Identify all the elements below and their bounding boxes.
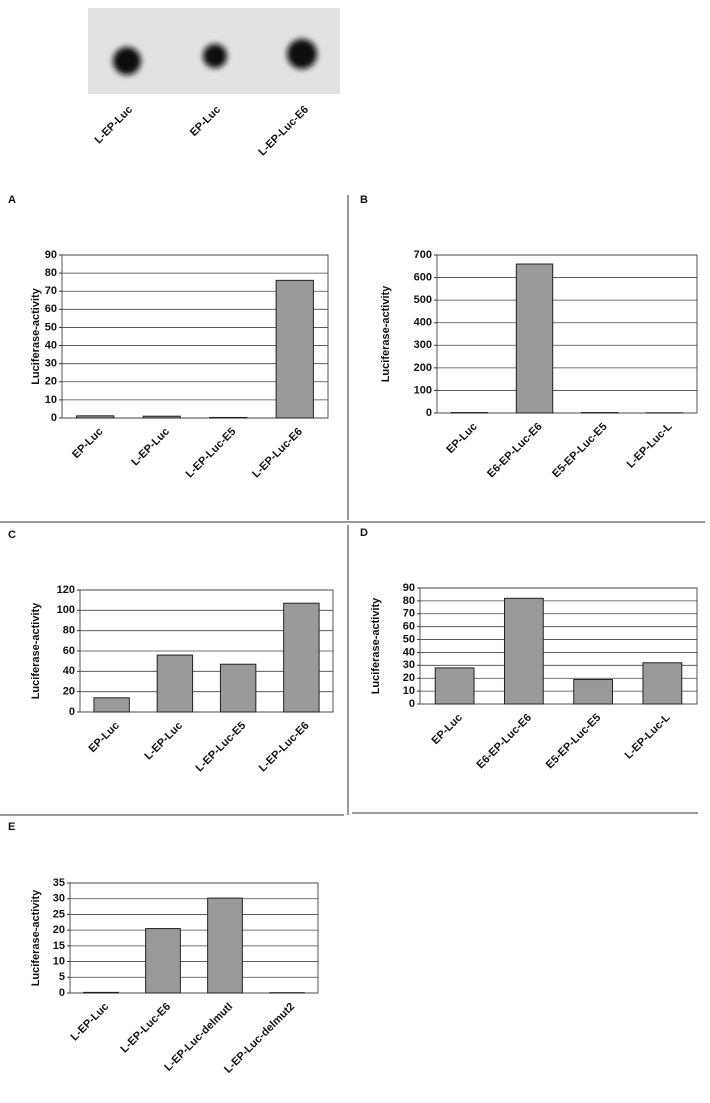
- y-tick-label: 20: [45, 376, 57, 388]
- blot-spot: [113, 47, 141, 75]
- x-tick-label: L-EP-Luc: [142, 720, 185, 763]
- panel-label: C: [8, 529, 16, 541]
- panel-label: E: [8, 821, 15, 833]
- y-tick-label: 400: [414, 317, 432, 329]
- x-tick-label: EP-Luc: [444, 421, 479, 456]
- y-tick-label: 30: [403, 659, 415, 671]
- y-tick-label: 0: [426, 407, 432, 419]
- blot-spot: [203, 44, 227, 68]
- bar: [83, 991, 119, 994]
- bar: [219, 663, 257, 713]
- x-tick-label: L-EP-Luc-E6: [257, 720, 312, 775]
- x-tick-label: L-EP-Luc: [69, 1001, 112, 1044]
- bar: [573, 679, 614, 705]
- y-tick-label: 50: [45, 321, 57, 333]
- y-tick-label: 60: [45, 303, 57, 315]
- y-tick-label: 0: [69, 706, 75, 718]
- x-tick-label: E5-EP-Luc-E5: [544, 712, 603, 771]
- y-tick-label: 80: [63, 625, 75, 637]
- y-tick-label: 100: [414, 384, 432, 396]
- bar: [145, 928, 181, 994]
- y-tick-label: 200: [414, 362, 432, 374]
- bar: [275, 279, 314, 419]
- y-tick-label: 70: [45, 285, 57, 297]
- bar: [503, 597, 544, 705]
- x-tick-label: E6-EP-Luc-E6: [475, 712, 534, 771]
- x-tick-label: L-EP-Luc-E6: [118, 1001, 173, 1056]
- blot-lane-label: L-EP-Luc-E6: [256, 104, 311, 159]
- bar: [207, 897, 243, 994]
- bar: [209, 416, 248, 419]
- y-tick-label: 20: [403, 672, 415, 684]
- y-tick-label: 700: [414, 249, 432, 261]
- bar: [93, 697, 130, 713]
- y-tick-label: 40: [63, 665, 75, 677]
- y-tick-label: 70: [403, 608, 415, 620]
- y-tick-label: 15: [53, 940, 65, 952]
- x-tick-label: L-EP-Luc-L: [625, 421, 675, 471]
- y-tick-label: 80: [45, 267, 57, 279]
- y-tick-label: 0: [59, 987, 65, 999]
- bar: [156, 654, 194, 713]
- x-tick-label: L-EP-Luc: [129, 426, 172, 469]
- y-tick-label: 5: [59, 971, 65, 983]
- y-tick-label: 500: [414, 294, 432, 306]
- y-tick-label: 35: [53, 877, 65, 889]
- y-axis-label: Luciferase-activity: [370, 597, 382, 694]
- bar: [283, 602, 320, 713]
- y-tick-label: 80: [403, 595, 415, 607]
- x-tick-label: L-EP-Luc-delmut2: [222, 1001, 297, 1076]
- bar: [434, 667, 475, 705]
- bar: [142, 415, 181, 419]
- x-tick-label: E6-EP-Luc-E6: [485, 421, 544, 480]
- y-tick-label: 120: [57, 584, 75, 596]
- y-axis-label: Luciferase-activity: [30, 602, 42, 699]
- bar: [76, 415, 115, 419]
- x-tick-label: L-EP-Luc-delmutI: [162, 1001, 235, 1074]
- panel-label: B: [360, 194, 368, 206]
- x-tick-label: EP-Luc: [430, 712, 465, 747]
- y-tick-label: 100: [57, 604, 75, 616]
- y-axis-label: Luciferase-activity: [30, 889, 42, 986]
- x-tick-label: EP-Luc: [70, 426, 105, 461]
- y-tick-label: 25: [53, 908, 65, 920]
- y-tick-label: 40: [403, 646, 415, 658]
- y-tick-label: 30: [53, 893, 65, 905]
- blot-lane-label: EP-Luc: [188, 104, 223, 139]
- x-tick-label: L-EP-Luc-E5: [194, 720, 249, 775]
- y-tick-label: 300: [414, 339, 432, 351]
- y-tick-label: 10: [403, 685, 415, 697]
- panel-label: D: [360, 527, 368, 539]
- blot-lane-label: L-EP-Luc: [92, 104, 135, 147]
- x-tick-label: E5-EP-Luc-E5: [550, 421, 609, 480]
- y-tick-label: 60: [403, 621, 415, 633]
- y-tick-label: 20: [63, 686, 75, 698]
- y-tick-label: 10: [53, 955, 65, 967]
- y-tick-label: 20: [53, 924, 65, 936]
- y-tick-label: 60: [63, 645, 75, 657]
- y-tick-label: 0: [51, 412, 57, 424]
- y-tick-label: 600: [414, 271, 432, 283]
- plot-area: [69, 882, 319, 994]
- x-tick-label: L-EP-Luc-E5: [184, 426, 239, 481]
- x-tick-label: EP-Luc: [87, 720, 122, 755]
- y-tick-label: 50: [403, 633, 415, 645]
- y-tick-label: 40: [45, 339, 57, 351]
- x-tick-label: L-EP-Luc-L: [623, 712, 673, 762]
- y-tick-label: 10: [45, 394, 57, 406]
- bar: [642, 662, 683, 705]
- x-tick-label: L-EP-Luc-E6: [250, 426, 305, 481]
- panel-label: A: [8, 194, 16, 206]
- y-tick-label: 30: [45, 358, 57, 370]
- y-tick-label: 90: [403, 582, 415, 594]
- y-tick-label: 0: [409, 698, 415, 710]
- y-tick-label: 90: [45, 249, 57, 261]
- plot-area: [436, 254, 698, 414]
- y-axis-label: Luciferase-activity: [380, 285, 392, 382]
- bar: [515, 263, 554, 414]
- blot-spot: [287, 39, 317, 69]
- y-axis-label: Luciferase-activity: [30, 287, 42, 384]
